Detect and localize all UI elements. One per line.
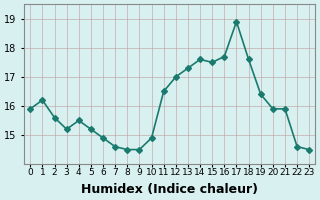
X-axis label: Humidex (Indice chaleur): Humidex (Indice chaleur) bbox=[81, 183, 258, 196]
